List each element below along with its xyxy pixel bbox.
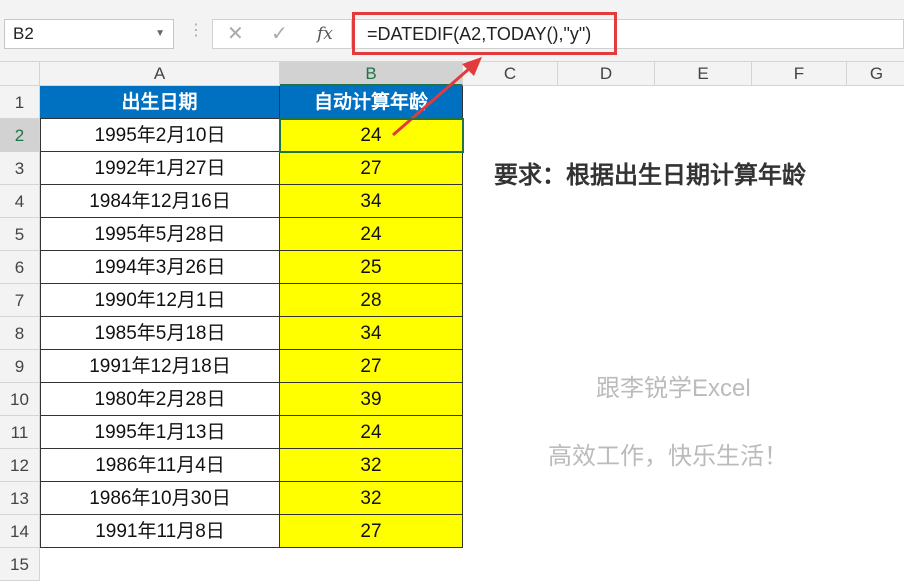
row-header-11[interactable]: 11 [0, 416, 40, 449]
cell-birthdate[interactable]: 1986年10月30日 [40, 482, 280, 515]
header-cell-birthdate[interactable]: 出生日期 [40, 86, 280, 119]
column-header-G[interactable]: G [847, 62, 904, 86]
enter-icon[interactable]: ✓ [271, 23, 288, 45]
cancel-icon[interactable]: ✕ [227, 23, 244, 45]
cell-age[interactable]: 24 [280, 218, 463, 251]
cell-birthdate[interactable]: 1991年12月18日 [40, 350, 280, 383]
formula-toolbar: B2 ▼ ⋮ ✕ ✓ fx =DATEDIF(A2,TODAY(),"y") [0, 0, 904, 62]
watermark-line-1: 跟李锐学Excel [596, 375, 751, 402]
cell-age[interactable]: 32 [280, 449, 463, 482]
row-header-7[interactable]: 7 [0, 284, 40, 317]
cell-age[interactable]: 27 [280, 350, 463, 383]
cell-birthdate[interactable]: 1992年1月27日 [40, 152, 280, 185]
watermark-line-2: 高效工作，快乐生活！ [548, 443, 788, 470]
insert-function-icon[interactable]: fx [317, 24, 333, 44]
column-header-C[interactable]: C [463, 62, 558, 86]
chevron-down-icon[interactable]: ▼ [155, 28, 165, 39]
arrow-line [392, 66, 471, 137]
cell-age[interactable]: 25 [280, 251, 463, 284]
row-header-9[interactable]: 9 [0, 350, 40, 383]
cell-birthdate[interactable]: 1984年12月16日 [40, 185, 280, 218]
formula-buttons: ✕ ✓ fx [212, 19, 352, 49]
formula-highlight-box [352, 12, 617, 55]
selected-cell-b2[interactable] [279, 118, 464, 153]
cell-birthdate[interactable]: 1990年12月1日 [40, 284, 280, 317]
formula-input[interactable]: =DATEDIF(A2,TODAY(),"y") [352, 19, 904, 49]
column-header-A[interactable]: A [40, 62, 280, 86]
cell-birthdate[interactable]: 1980年2月28日 [40, 383, 280, 416]
row-header-5[interactable]: 5 [0, 218, 40, 251]
column-header-F[interactable]: F [752, 62, 847, 86]
cell-birthdate[interactable]: 1994年3月26日 [40, 251, 280, 284]
row-header-15[interactable]: 15 [0, 548, 40, 581]
select-all-corner[interactable] [0, 62, 40, 86]
cell-age[interactable]: 27 [280, 515, 463, 548]
row-header-2[interactable]: 2 [0, 119, 40, 152]
name-box[interactable]: B2 ▼ [4, 19, 174, 49]
row-header-1[interactable]: 1 [0, 86, 40, 119]
row-header-10[interactable]: 10 [0, 383, 40, 416]
cell-birthdate[interactable]: 1986年11月4日 [40, 449, 280, 482]
cell-age[interactable]: 34 [280, 185, 463, 218]
cell-birthdate[interactable]: 1995年5月28日 [40, 218, 280, 251]
name-box-value: B2 [13, 24, 34, 43]
row-header-3[interactable]: 3 [0, 152, 40, 185]
arrow-head-icon [462, 57, 482, 76]
cell-age[interactable]: 34 [280, 317, 463, 350]
cell-age[interactable]: 28 [280, 284, 463, 317]
row-header-14[interactable]: 14 [0, 515, 40, 548]
row-header-6[interactable]: 6 [0, 251, 40, 284]
row-header-8[interactable]: 8 [0, 317, 40, 350]
requirement-text: 要求：根据出生日期计算年龄 [494, 162, 806, 189]
column-header-D[interactable]: D [558, 62, 655, 86]
cell-birthdate[interactable]: 1995年1月13日 [40, 416, 280, 449]
cell-age[interactable]: 32 [280, 482, 463, 515]
row-header-4[interactable]: 4 [0, 185, 40, 218]
cell-age[interactable]: 27 [280, 152, 463, 185]
row-header-13[interactable]: 13 [0, 482, 40, 515]
column-header-E[interactable]: E [655, 62, 752, 86]
row-header-12[interactable]: 12 [0, 449, 40, 482]
grip-icon: ⋮ [188, 22, 204, 39]
cell-birthdate[interactable]: 1991年11月8日 [40, 515, 280, 548]
cell-birthdate[interactable]: 1985年5月18日 [40, 317, 280, 350]
cell-age[interactable]: 24 [280, 416, 463, 449]
cell-age[interactable]: 39 [280, 383, 463, 416]
